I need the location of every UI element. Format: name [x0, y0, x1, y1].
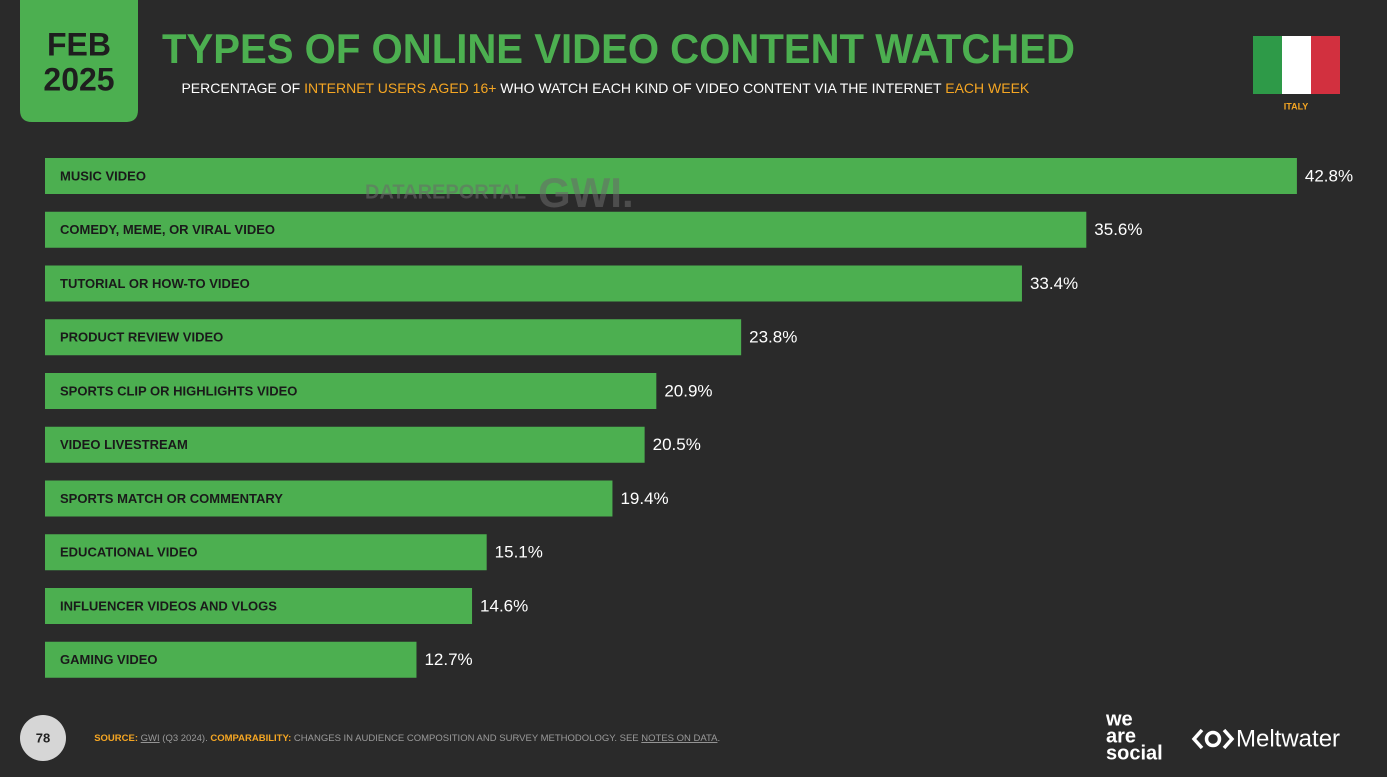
- meltwater-icon: [1191, 728, 1235, 750]
- value-label: 35.6%: [1094, 220, 1142, 239]
- category-label: VIDEO LIVESTREAM: [60, 437, 188, 452]
- flag-stripe: [1282, 36, 1311, 94]
- bar: [45, 588, 473, 624]
- value-label: 33.4%: [1030, 274, 1078, 293]
- subtitle-highlight: EACH WEEK: [945, 80, 1030, 96]
- category-label: EDUCATIONAL VIDEO: [60, 545, 197, 560]
- flag: [1253, 36, 1340, 94]
- category-label: SPORTS CLIP OR HIGHLIGHTS VIDEO: [60, 383, 297, 398]
- country: ITALY: [1284, 101, 1309, 111]
- subtitle-highlight: INTERNET USERS AGED 16+: [304, 80, 496, 96]
- page-badge: [20, 715, 66, 761]
- value-label: 19.4%: [620, 489, 668, 508]
- flag-stripe: [1311, 36, 1340, 94]
- source-link[interactable]: NOTES ON DATA: [641, 733, 718, 744]
- bar: [45, 426, 645, 463]
- value-label: 20.5%: [653, 435, 701, 454]
- category-label: TUTORIAL OR HOW-TO VIDEO: [60, 276, 250, 291]
- date-box: [20, 0, 138, 122]
- value-label: 15.1%: [495, 543, 543, 562]
- value-label: 20.9%: [664, 381, 712, 400]
- category-label: SPORTS MATCH OR COMMENTARY: [60, 491, 283, 506]
- bar: [45, 319, 742, 356]
- subtitle-part: WHO WATCH EACH KIND OF VIDEO CONTENT VIA…: [496, 80, 945, 96]
- value-label: 12.7%: [424, 650, 472, 669]
- flag-stripe: [1253, 36, 1282, 94]
- source-text: CHANGES IN AUDIENCE COMPOSITION AND SURV…: [294, 733, 641, 744]
- value-label: 23.8%: [749, 328, 797, 347]
- subtitle: PERCENTAGE OF INTERNET USERS AGED 16+ WH…: [162, 80, 1041, 96]
- watermark: DATAREPORTAL: [365, 181, 526, 203]
- page-number: 78: [36, 730, 50, 745]
- logo-text: Meltwater: [1236, 725, 1340, 752]
- bars: MUSIC VIDEO 42.8% COMEDY, MEME, OR VIRAL V…: [45, 158, 1353, 678]
- source-label: COMPARABILITY:: [210, 733, 294, 744]
- source-text: (Q3 2024).: [160, 733, 211, 744]
- watermark: GWI.: [538, 169, 634, 216]
- category-label: COMEDY, MEME, OR VIRAL VIDEO: [60, 222, 275, 237]
- category-label: MUSIC VIDEO: [60, 168, 146, 183]
- date-month: FEB: [47, 26, 111, 62]
- logo-text: are: [1106, 725, 1136, 747]
- source-label: SOURCE:: [94, 733, 140, 744]
- value-label: 14.6%: [480, 596, 528, 615]
- bar: [45, 641, 417, 678]
- category-label: INFLUENCER VIDEOS AND VLOGS: [60, 598, 277, 613]
- bar: [45, 373, 657, 409]
- category-label: PRODUCT REVIEW VIDEO: [60, 330, 223, 345]
- logo-text: we: [1105, 708, 1133, 730]
- date-year: 2025: [43, 61, 114, 97]
- bar: [45, 211, 1087, 248]
- logo-shape: [1204, 730, 1222, 748]
- bar: [45, 265, 1022, 302]
- bar: [45, 534, 487, 571]
- subtitle-part: PERCENTAGE OF: [181, 80, 304, 96]
- source-text: .: [717, 733, 720, 744]
- logo-shape: [1191, 728, 1204, 750]
- source-link[interactable]: GWI: [141, 733, 160, 744]
- value-label: 42.8%: [1305, 166, 1353, 185]
- source: SOURCE: GWI (Q3 2024). COMPARABILITY: CH…: [81, 733, 728, 744]
- category-label: GAMING VIDEO: [60, 652, 158, 667]
- bar: [45, 158, 1297, 194]
- logo-shape: [1222, 728, 1235, 750]
- title: TYPES OF ONLINE VIDEO CONTENT WATCHED: [162, 25, 1075, 72]
- bar: [45, 480, 613, 517]
- logo-text: social: [1106, 742, 1163, 764]
